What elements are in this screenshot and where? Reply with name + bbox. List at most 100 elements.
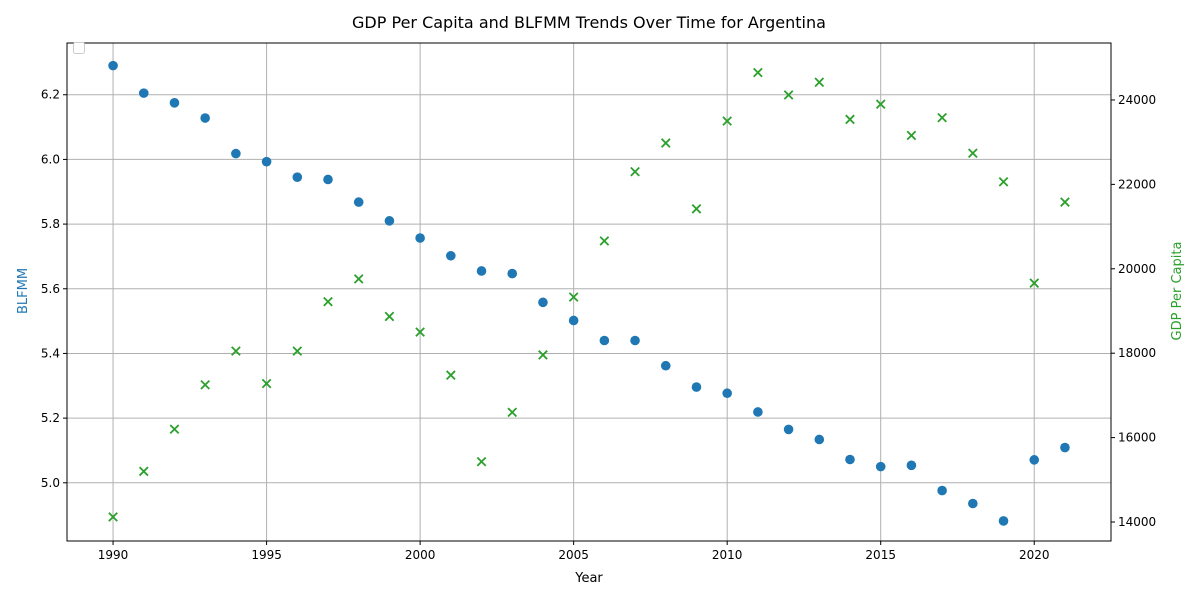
- blfmm-point: [783, 424, 794, 435]
- gdp-point: [538, 350, 548, 360]
- gdp-point: [108, 512, 118, 522]
- blfmm-point: [538, 297, 548, 308]
- x-tick-label: 1995: [251, 548, 282, 562]
- blfmm-point: [323, 174, 333, 185]
- blfmm-point: [261, 156, 272, 167]
- gdp-point: [476, 456, 487, 467]
- gdp-point: [507, 407, 518, 418]
- y-axis-left-label: BLFMM: [16, 268, 31, 314]
- gdp-point-stroke: [476, 456, 487, 467]
- gdp-point: [353, 274, 364, 284]
- blfmm-point: [384, 216, 395, 226]
- gdp-point-stroke: [845, 114, 855, 125]
- blfmm-point: [937, 485, 947, 496]
- gdp-point: [261, 378, 272, 389]
- y-right-tick-label: 18000: [1118, 346, 1156, 360]
- blfmm-point: [108, 60, 118, 71]
- blfmm-point: [814, 434, 825, 445]
- gdp-point-stroke: [906, 130, 917, 141]
- gdp-point-stroke: [353, 274, 364, 284]
- y-right-tick-label: 16000: [1118, 431, 1156, 445]
- y-left-tick-label: 6.0: [41, 152, 60, 166]
- gdp-point: [845, 114, 855, 125]
- gdp-point: [415, 327, 425, 337]
- gdp-point-stroke: [753, 67, 763, 78]
- blfmm-point: [722, 388, 732, 399]
- x-tick-label: 2000: [405, 548, 436, 562]
- gdp-point: [906, 130, 917, 141]
- chart-title: GDP Per Capita and BLFMM Trends Over Tim…: [352, 13, 826, 32]
- grid: [67, 43, 1111, 541]
- gdp-point: [998, 177, 1009, 187]
- blfmm-point: [845, 454, 855, 465]
- blfmm-point: [353, 197, 364, 207]
- gdp-point-stroke: [1060, 197, 1070, 207]
- blfmm-point: [415, 233, 425, 243]
- blfmm-point: [753, 407, 763, 417]
- gdp-point: [200, 380, 211, 390]
- gdp-point: [722, 116, 733, 126]
- blfmm-point: [568, 315, 579, 326]
- gdp-point-stroke: [998, 177, 1009, 187]
- gdp-point: [875, 99, 886, 110]
- y-axis-right-label: GDP Per Capita: [1170, 242, 1185, 341]
- blfmm-point: [599, 335, 610, 346]
- x-tick-label: 2010: [712, 548, 743, 562]
- blfmm-point: [231, 148, 241, 159]
- blfmm-point: [968, 498, 978, 509]
- blfmm-point: [446, 250, 456, 261]
- gdp-point: [1060, 197, 1070, 207]
- y-left-tick-label: 5.8: [41, 217, 60, 231]
- blfmm-point: [660, 360, 671, 371]
- gdp-point-stroke: [292, 346, 303, 356]
- data-points: [108, 60, 1070, 526]
- x-tick-label: 2020: [1019, 548, 1050, 562]
- gdp-point: [292, 346, 303, 356]
- gdp-point: [599, 236, 610, 246]
- y-right-tick-label: 24000: [1118, 93, 1156, 107]
- blfmm-point: [169, 98, 180, 108]
- gdp-point: [445, 370, 456, 380]
- blfmm-point: [875, 461, 886, 472]
- gdp-point-stroke: [722, 116, 733, 126]
- blfmm-point: [1060, 442, 1070, 453]
- gdp-point-stroke: [937, 112, 947, 123]
- gdp-point-stroke: [1029, 278, 1040, 288]
- x-tick-label: 2015: [865, 548, 896, 562]
- gdp-point-stroke: [169, 424, 180, 434]
- gdp-point-stroke: [967, 148, 978, 158]
- gdp-point: [691, 204, 702, 214]
- y-left-tick-label: 5.4: [41, 346, 60, 360]
- y-right-tick-label: 20000: [1118, 262, 1156, 276]
- blfmm-point: [906, 460, 917, 471]
- gdp-point: [384, 311, 395, 322]
- gdp-point: [660, 138, 671, 148]
- blfmm-point: [1029, 455, 1040, 465]
- x-axis-label: Year: [574, 571, 603, 586]
- blfmm-point: [200, 113, 210, 123]
- y-right-tick-label: 14000: [1118, 515, 1156, 529]
- blfmm-point: [476, 266, 487, 276]
- gdp-point-stroke: [814, 77, 825, 88]
- gdp-point-stroke: [415, 327, 425, 337]
- gdp-point-stroke: [231, 346, 241, 356]
- gdp-point-stroke: [568, 292, 579, 302]
- gdp-point: [1029, 278, 1040, 288]
- y-right-tick-label: 22000: [1118, 177, 1156, 191]
- legend-box: [73, 42, 85, 54]
- gdp-point: [630, 166, 640, 177]
- blfmm-point: [507, 268, 518, 279]
- gdp-point: [937, 112, 947, 123]
- gdp-point: [231, 346, 241, 356]
- y-left-tick-label: 6.2: [41, 88, 60, 102]
- blfmm-point: [630, 335, 640, 346]
- gdp-point: [753, 67, 763, 78]
- gdp-point-stroke: [660, 138, 671, 148]
- gdp-point-stroke: [323, 296, 333, 307]
- gdp-point-stroke: [599, 236, 610, 246]
- gdp-point-stroke: [108, 512, 118, 522]
- gdp-point-stroke: [384, 311, 395, 322]
- blfmm-point: [691, 382, 702, 392]
